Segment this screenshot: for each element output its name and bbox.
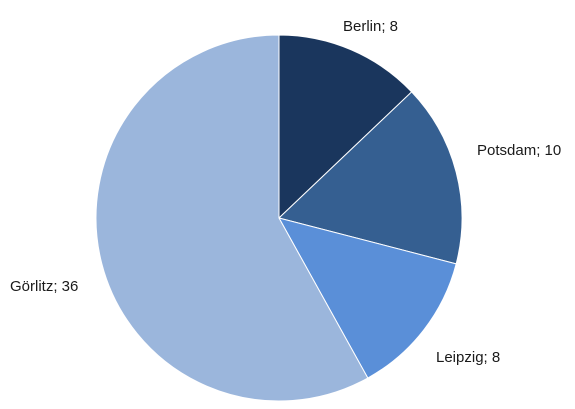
pie-slice-potsdam — [278, 91, 463, 265]
data-label-potsdam: Potsdam; 10 — [477, 142, 561, 159]
data-label-g-rlitz: Görlitz; 36 — [10, 278, 78, 295]
data-label-leipzig: Leipzig; 8 — [436, 349, 500, 366]
pie-slice-berlin — [278, 34, 413, 220]
data-label-berlin: Berlin; 8 — [343, 18, 398, 35]
pie-labels: Berlin; 8 Potsdam; 10 Leipzig; 8 Görlitz; 3… — [10, 18, 561, 366]
pie-slice-leipzig — [277, 217, 457, 379]
pie-slices — [95, 34, 463, 402]
pie-slice-g-rlitz — [95, 34, 369, 402]
